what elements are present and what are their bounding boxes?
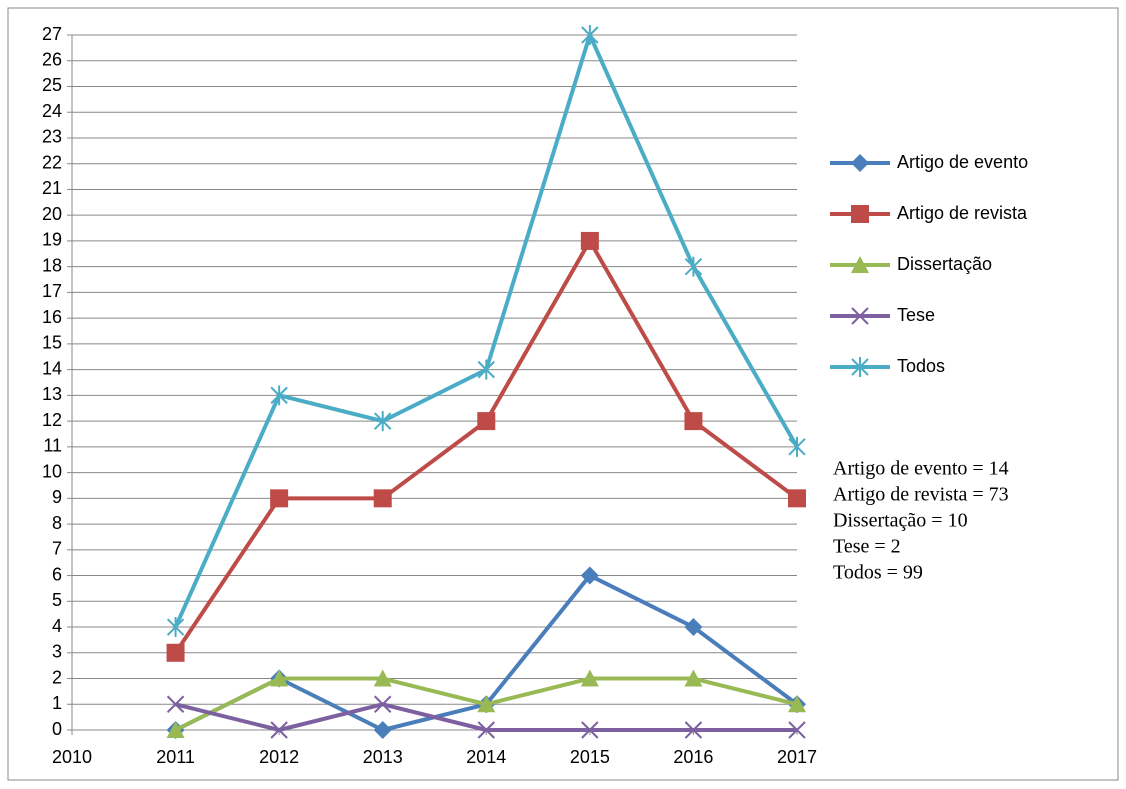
marker [166,721,185,738]
marker [581,721,599,739]
legend-label: Dissertação [897,254,992,274]
y-tick-label: 18 [42,255,62,275]
marker [477,695,496,713]
marker [373,721,392,739]
annotation: Artigo de revista = 73 [833,484,1009,506]
y-tick-label: 22 [42,152,62,172]
y-tick-label: 16 [42,307,62,327]
marker [166,617,185,638]
chart-border [7,7,1119,781]
x-tick-label: 2013 [363,747,403,767]
marker [684,669,703,687]
marker [788,436,806,457]
legend-label: Artigo de revista [897,203,1028,223]
annotation: Dissertação = 10 [833,510,968,532]
marker [684,618,703,637]
y-tick-label: 11 [43,436,62,456]
x-tick-label: 2017 [777,747,817,767]
y-tick-label: 0 [52,719,62,739]
marker [374,695,392,713]
y-tick-label: 6 [52,564,62,584]
y-tick-label: 23 [42,127,62,147]
marker [851,205,869,223]
marker [581,25,599,45]
y-tick-label: 7 [52,539,62,559]
annotation: Artigo de evento = 14 [833,458,1009,480]
marker [684,412,703,431]
y-tick-label: 19 [42,230,62,250]
marker [788,721,806,739]
marker [270,721,288,739]
y-tick-label: 27 [42,24,62,44]
y-tick-label: 20 [42,204,62,224]
x-tick-label: 2016 [673,747,713,767]
marker [373,489,392,508]
marker [477,721,495,739]
marker [684,256,703,277]
y-tick-label: 24 [42,101,62,121]
marker [851,307,869,325]
x-tick-label: 2010 [52,747,92,767]
marker [851,256,869,273]
marker [373,669,392,687]
marker [477,359,495,380]
x-tick-label: 2011 [156,747,195,767]
marker [270,385,288,406]
y-tick-label: 2 [52,667,62,687]
x-tick-label: 2014 [466,747,506,767]
y-tick-label: 12 [42,410,62,430]
y-tick-label: 10 [42,461,62,481]
marker [270,489,289,508]
marker [851,357,869,377]
annotation: Tese = 2 [833,536,901,558]
y-tick-label: 15 [42,333,62,353]
marker [788,695,806,713]
y-tick-label: 8 [52,513,62,533]
legend-label: Todos [897,356,945,376]
x-tick-label: 2012 [259,747,299,767]
y-tick-label: 21 [42,178,62,198]
y-tick-label: 13 [42,384,62,404]
y-tick-label: 25 [42,75,62,95]
marker [851,154,869,172]
annotation: Todos = 99 [833,562,923,584]
y-tick-label: 26 [42,49,62,69]
marker [270,669,289,687]
y-tick-label: 4 [52,616,62,636]
y-tick-label: 9 [52,487,62,507]
marker [580,231,599,250]
y-tick-label: 14 [42,358,62,378]
marker [166,643,185,662]
y-tick-label: 5 [52,590,62,610]
y-tick-label: 17 [42,281,62,301]
marker [374,411,392,432]
marker [580,566,599,585]
marker [166,695,185,713]
x-tick-label: 2015 [570,747,610,767]
marker [788,489,806,508]
y-tick-label: 1 [52,693,62,713]
marker [684,721,703,739]
y-tick-label: 3 [52,642,62,662]
legend-label: Tese [897,305,935,325]
marker [580,669,599,687]
marker [477,412,496,431]
legend-label: Artigo de evento [897,152,1028,172]
